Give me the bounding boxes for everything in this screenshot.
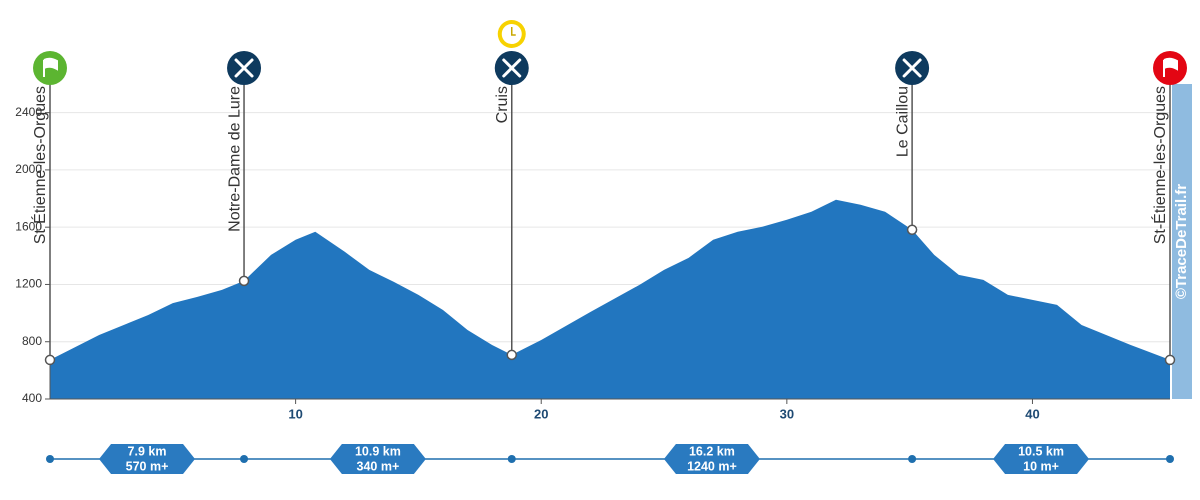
clock-hands — [511, 27, 516, 36]
utensils-icon — [234, 58, 254, 78]
waypoint-dot — [238, 275, 250, 287]
x-tick-label: 30 — [780, 406, 794, 421]
utensils-icon — [502, 58, 522, 78]
x-tick-label: 10 — [288, 406, 302, 421]
y-tick-label: 1200 — [15, 277, 42, 291]
segment-gain: 340 m+ — [357, 459, 400, 473]
segment-gain: 10 m+ — [1023, 459, 1059, 473]
segment-badge — [329, 444, 426, 474]
flag-icon — [43, 57, 58, 77]
y-tick-label: 2400 — [15, 105, 42, 119]
y-tick-label: 2000 — [15, 162, 42, 176]
segment-distance: 16.2 km — [689, 444, 735, 458]
segment-badge — [663, 444, 760, 474]
segment-gain: 570 m+ — [126, 459, 169, 473]
segment-badge — [993, 444, 1090, 474]
waypoint-label: Cruis — [494, 86, 511, 123]
y-tick-label: 1600 — [15, 219, 42, 233]
waypoint-icon — [33, 51, 67, 85]
watermark-bar — [1172, 84, 1192, 399]
waypoint-label: St-Étienne-les-Orgues — [1150, 86, 1169, 244]
x-tick-label: 20 — [534, 406, 548, 421]
waypoint-label: Le Caillou — [894, 86, 911, 157]
waypoint-label: St-Étienne-les-Orgues — [30, 86, 49, 244]
waypoint-dot — [1164, 354, 1176, 366]
waypoint-dot — [906, 224, 918, 236]
waypoint-dot — [506, 349, 518, 361]
segment-gain: 1240 m+ — [687, 459, 737, 473]
segment-distance: 10.5 km — [1018, 444, 1064, 458]
watermark: ©TraceDeTrail.fr — [1173, 184, 1190, 299]
segment-distance: 10.9 km — [355, 444, 401, 458]
utensils-icon — [902, 58, 922, 78]
segment-badge — [99, 444, 196, 474]
waypoint-label: Notre-Dame de Lure — [226, 86, 243, 232]
y-tick-label: 400 — [22, 391, 42, 405]
waypoint-dot — [44, 354, 56, 366]
segment-distance: 7.9 km — [128, 444, 167, 458]
x-tick-label: 40 — [1025, 406, 1039, 421]
elevation-area — [50, 199, 1170, 399]
waypoint-icon — [1153, 51, 1187, 85]
y-tick-label: 800 — [22, 334, 42, 348]
flag-icon — [1163, 57, 1178, 77]
